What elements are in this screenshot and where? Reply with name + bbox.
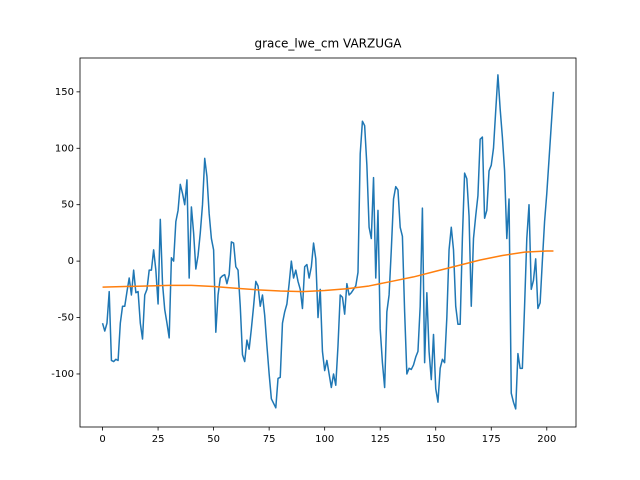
data-line bbox=[101, 74, 555, 410]
chart-title: grace_lwe_cm VARZUGA bbox=[254, 37, 402, 51]
x-tick-label: 50 bbox=[207, 434, 220, 445]
x-tick-label: 75 bbox=[263, 434, 276, 445]
x-tick-label: 125 bbox=[371, 434, 390, 445]
x-tick-label: 0 bbox=[99, 434, 105, 445]
x-tick-label: 100 bbox=[315, 434, 334, 445]
y-tick-label: 0 bbox=[68, 256, 74, 267]
plot-frame bbox=[79, 57, 577, 428]
x-tick-label: 150 bbox=[426, 434, 445, 445]
y-tick-label: 50 bbox=[61, 200, 74, 211]
y-tick-label: 150 bbox=[55, 87, 74, 98]
x-tick-label: 200 bbox=[537, 434, 556, 445]
x-tick-label: 25 bbox=[152, 434, 165, 445]
y-tick-label: -100 bbox=[51, 369, 74, 380]
y-tick-label: 100 bbox=[55, 143, 74, 154]
y-tick-label: -50 bbox=[58, 313, 74, 324]
x-tick-label: 175 bbox=[482, 434, 501, 445]
data-line bbox=[102, 250, 554, 293]
